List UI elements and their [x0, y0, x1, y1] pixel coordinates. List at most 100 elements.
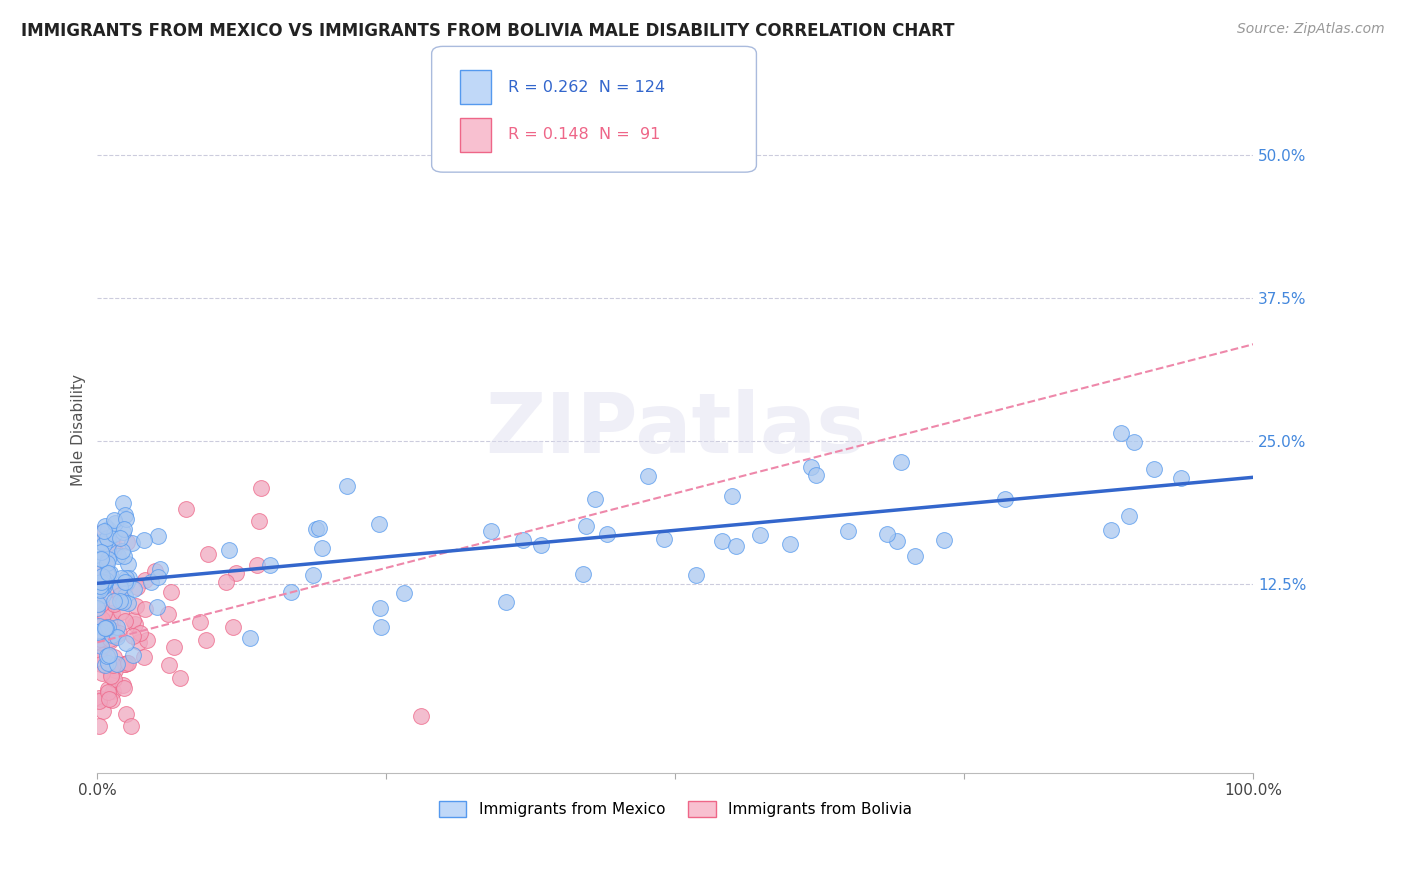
Point [87, 582, 110, 596]
Point [637, 469, 659, 483]
Point [93, 574, 115, 589]
Point [87, 639, 110, 653]
Point [93, 518, 115, 533]
Point [103, 582, 125, 597]
Point [305, 522, 328, 536]
Point [104, 516, 127, 531]
Point [115, 512, 138, 526]
Point [886, 533, 908, 548]
Point [96, 522, 118, 536]
Point [409, 708, 432, 723]
Point [394, 586, 416, 600]
Point [225, 566, 247, 581]
Point [87, 618, 110, 632]
Point [103, 527, 125, 541]
Point [128, 635, 150, 649]
Point [157, 658, 180, 673]
Point [100, 628, 122, 642]
Point [107, 549, 129, 564]
Point [128, 626, 150, 640]
Point [336, 479, 359, 493]
Point [146, 570, 169, 584]
Point [837, 524, 859, 538]
Point [800, 460, 823, 475]
Point [97, 681, 120, 696]
Point [89, 632, 111, 647]
Point [87, 635, 110, 649]
Point [93, 579, 115, 593]
Point [90, 624, 112, 639]
Point [86, 601, 108, 615]
Text: Source: ZipAtlas.com: Source: ZipAtlas.com [1237, 22, 1385, 37]
Point [93, 537, 115, 551]
Point [169, 671, 191, 685]
Point [105, 620, 128, 634]
Point [146, 600, 169, 615]
Point [93, 704, 115, 718]
Point [247, 515, 270, 529]
Point [112, 522, 135, 536]
Point [932, 533, 955, 547]
Point [107, 630, 129, 644]
Point [259, 558, 281, 572]
Point [93, 524, 115, 538]
Y-axis label: Male Disability: Male Disability [72, 374, 86, 485]
Point [90, 552, 112, 566]
Point [89, 718, 111, 732]
Point [124, 599, 146, 613]
Point [87, 649, 110, 664]
Point [93, 657, 115, 672]
Point [89, 563, 111, 577]
Point [239, 631, 262, 645]
Point [93, 606, 115, 620]
Point [97, 684, 120, 698]
Point [114, 707, 136, 722]
Point [108, 580, 131, 594]
Point [188, 615, 211, 630]
Point [97, 533, 120, 548]
Point [596, 526, 619, 541]
Point [87, 618, 110, 632]
Point [87, 690, 110, 705]
Point [110, 571, 132, 585]
Point [103, 542, 125, 557]
Point [115, 571, 138, 585]
Point [97, 552, 120, 566]
Point [96, 564, 118, 578]
Point [87, 638, 110, 652]
Point [529, 538, 551, 552]
Point [110, 531, 132, 545]
Point [136, 632, 159, 647]
Point [121, 535, 143, 549]
Point [105, 628, 128, 642]
Point [685, 568, 707, 582]
Point [114, 508, 136, 522]
Point [302, 567, 325, 582]
Point [91, 580, 114, 594]
Point [87, 608, 110, 623]
Point [159, 585, 181, 599]
Point [117, 656, 139, 670]
Point [96, 531, 118, 545]
Point [97, 620, 120, 634]
Point [114, 574, 136, 589]
Point [117, 557, 139, 571]
Point [87, 597, 110, 611]
Point [94, 574, 117, 588]
Point [156, 607, 179, 621]
Point [103, 513, 125, 527]
Point [194, 633, 217, 648]
Point [100, 623, 122, 637]
Point [1143, 461, 1166, 475]
Point [174, 502, 197, 516]
Point [103, 594, 125, 608]
Point [246, 558, 269, 572]
Point [512, 533, 534, 548]
Point [87, 694, 110, 708]
Point [218, 543, 240, 558]
Point [114, 614, 136, 628]
Point [89, 579, 111, 593]
Point [104, 663, 127, 677]
Point [93, 648, 115, 662]
Point [94, 621, 117, 635]
